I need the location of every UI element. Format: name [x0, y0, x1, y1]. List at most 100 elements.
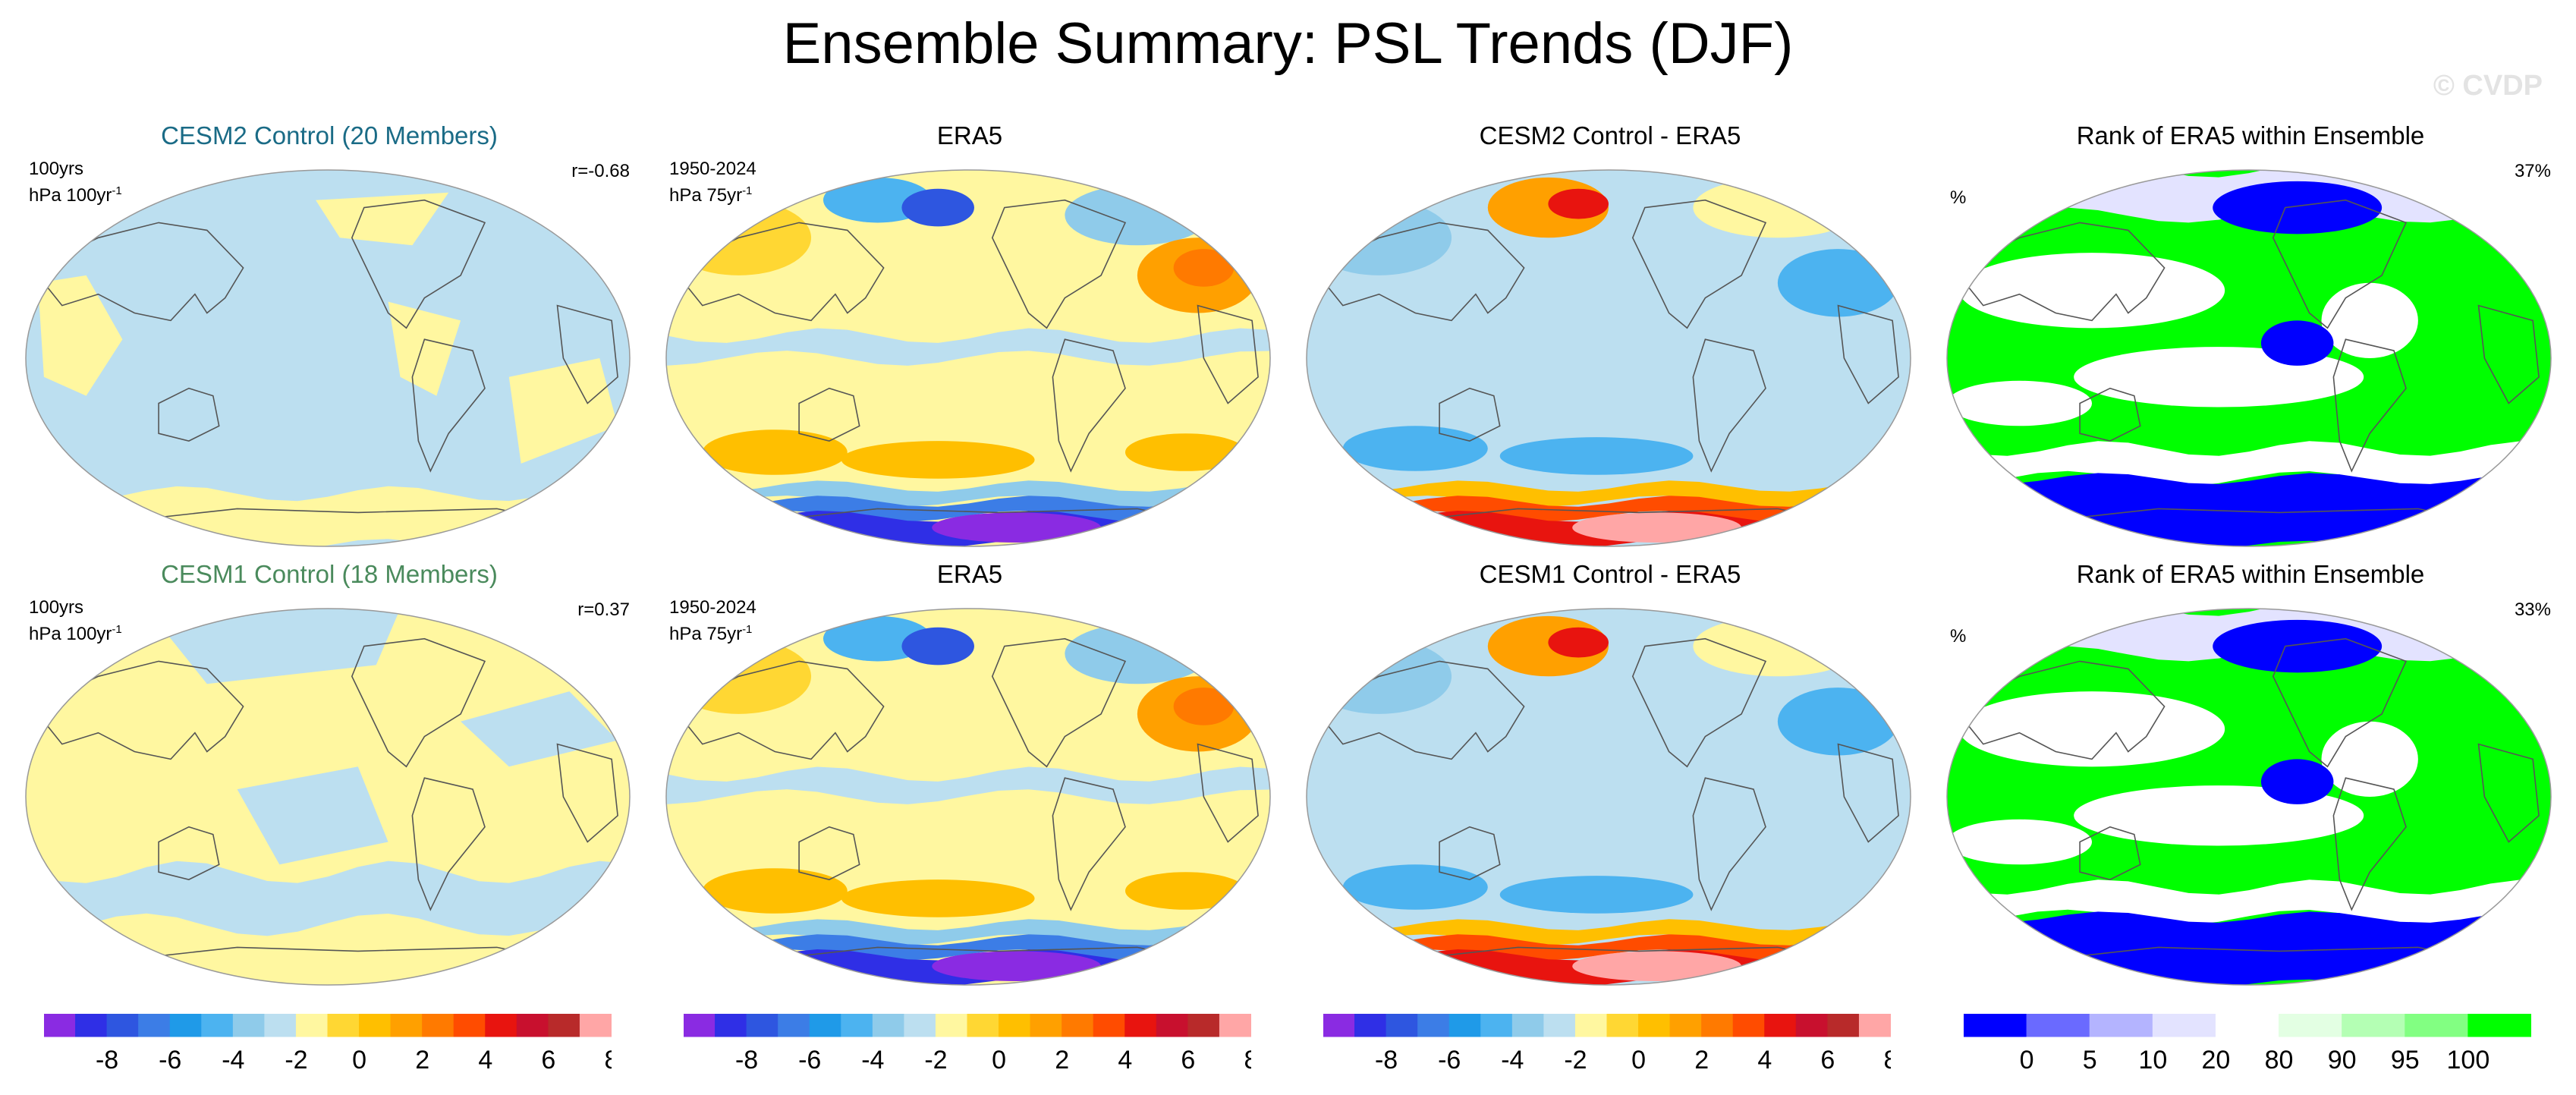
colorbar-svg: -8 -6 -4 -2 0 2 4 6 8 — [683, 1013, 1258, 1075]
coastline — [1964, 222, 2166, 322]
colorbar-box — [1638, 1013, 1671, 1037]
map-border — [1306, 608, 1911, 986]
rank-mid-region — [1958, 253, 2225, 329]
robinson-map — [665, 608, 1271, 986]
positive-region — [841, 879, 1035, 917]
map-border — [25, 608, 631, 986]
units-text: % — [1950, 187, 1967, 208]
negative-region — [901, 627, 974, 665]
map-panel-rank: Rank of ERA5 within Ensemble% 37% — [1935, 121, 2566, 547]
negative-region — [1065, 184, 1210, 246]
coastline — [1692, 777, 1766, 911]
negative-region — [237, 766, 388, 865]
negative-region — [1777, 249, 1899, 317]
coastline — [2477, 743, 2540, 843]
robinson-map — [1946, 169, 2552, 547]
rank-mid-region — [2321, 721, 2418, 797]
colorbar-box — [201, 1013, 234, 1037]
negative-region — [1499, 876, 1694, 914]
colorbar-tick-label: -2 — [924, 1046, 947, 1075]
positive-max — [1572, 951, 1742, 982]
map-border — [1306, 169, 1911, 547]
colorbar-box — [1323, 1013, 1356, 1037]
rank-low-region — [2213, 619, 2383, 673]
coastline — [1197, 743, 1259, 843]
robinson-map — [25, 608, 631, 986]
cvdp-watermark: © CVDP — [2433, 70, 2543, 102]
colorbar-box — [1030, 1013, 1063, 1037]
negative-band-south — [666, 480, 1270, 507]
positive-band-south — [1307, 934, 1911, 961]
negative-region — [1065, 623, 1210, 684]
colorbar-tick-label: -6 — [798, 1046, 821, 1075]
map-border — [665, 169, 1271, 547]
positive-region — [388, 301, 461, 396]
units-text: hPa 75yr — [669, 624, 743, 644]
coastline — [43, 660, 244, 760]
coastline — [1631, 637, 1767, 768]
coastline — [351, 199, 486, 329]
positive-region — [316, 192, 449, 246]
colorbar-tick-label: -6 — [159, 1046, 181, 1075]
coastline — [1439, 387, 1501, 442]
colorbar-box — [715, 1013, 747, 1037]
coastline — [991, 637, 1127, 768]
positive-region — [702, 868, 848, 914]
colorbar-tick-label: -2 — [1564, 1046, 1587, 1075]
colorbar-tick-label: 8 — [1884, 1046, 1891, 1075]
colorbar-box — [2342, 1013, 2406, 1037]
panel-units: % — [1950, 187, 1966, 209]
colorbar-box — [1795, 1013, 1829, 1037]
coastline — [2272, 199, 2408, 329]
coastline — [351, 637, 486, 768]
coastline — [158, 387, 220, 442]
colorbar-trend: -8 -6 -4 -2 0 2 4 6 8 — [683, 1013, 1258, 1086]
colorbar-box — [2089, 1013, 2153, 1037]
coastline — [2079, 826, 2141, 880]
colorbar-tick-label: -4 — [222, 1046, 244, 1075]
negative-band-south — [666, 919, 1270, 946]
rank-percent: 33% — [2514, 599, 2551, 620]
negative-region — [1342, 426, 1488, 471]
colorbar-box — [809, 1013, 842, 1037]
coastline — [1964, 660, 2166, 760]
colorbar-box — [548, 1013, 580, 1037]
colorbar-tick-label: 90 — [2328, 1046, 2357, 1075]
colorbar-box — [999, 1013, 1031, 1037]
map-border — [1946, 169, 2552, 547]
colorbar-box — [390, 1013, 423, 1037]
negative-band — [666, 328, 1270, 366]
colorbar-trend: -8 -6 -4 -2 0 2 4 6 8 — [1323, 1013, 1898, 1086]
colorbar-tick-label: 0 — [1631, 1046, 1646, 1075]
coastline — [1439, 826, 1501, 880]
positive-max — [1548, 627, 1609, 658]
positive-region — [1693, 177, 1863, 238]
colorbar-box — [1669, 1013, 1703, 1037]
rank-low-region — [2260, 759, 2334, 804]
colorbar-tick-label: 6 — [541, 1046, 555, 1075]
coastline — [2079, 387, 2141, 442]
colorbar-box — [1386, 1013, 1419, 1037]
panel-title: ERA5 — [936, 560, 1003, 588]
panel-title: Rank of ERA5 within Ensemble — [2076, 560, 2425, 588]
colorbar-box — [778, 1013, 810, 1037]
negative-region-south — [26, 861, 630, 936]
colorbar-box — [1417, 1013, 1450, 1037]
colorbar-box — [1124, 1013, 1157, 1037]
map-panel-obs: ERA5 1950-2024 hPa 75yr-1 — [654, 121, 1285, 547]
colorbar-tick-label: 8 — [605, 1046, 612, 1075]
colorbar-tick-label: 95 — [2391, 1046, 2420, 1075]
positive-band-south — [1307, 480, 1911, 507]
units-text: hPa 100yr — [29, 624, 112, 644]
colorbar-box — [359, 1013, 392, 1037]
negative-band — [666, 766, 1270, 804]
map-panel-diff: CESM1 Control - ERA5 — [1294, 560, 1926, 986]
colorbar-box — [1511, 1013, 1545, 1037]
map-panel-diff: CESM2 Control - ERA5 — [1294, 121, 1926, 547]
colorbar-box — [1764, 1013, 1797, 1037]
colorbar-box — [2152, 1013, 2216, 1037]
colorbar-box — [264, 1013, 297, 1037]
colorbar-box — [872, 1013, 905, 1037]
positive-region — [1693, 615, 1863, 677]
negative-region — [1499, 437, 1694, 475]
